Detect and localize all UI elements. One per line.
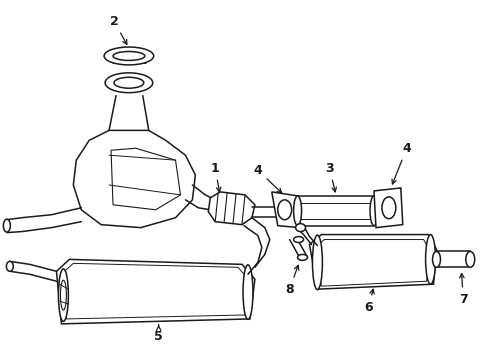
Ellipse shape [6,261,13,271]
Polygon shape [314,239,429,286]
Text: 7: 7 [458,274,467,306]
Polygon shape [56,260,254,324]
Polygon shape [271,192,299,228]
Polygon shape [373,188,402,228]
Text: 8: 8 [285,265,298,296]
Ellipse shape [105,73,152,93]
Text: 2: 2 [109,15,126,44]
Polygon shape [208,192,254,225]
Ellipse shape [104,47,153,65]
Ellipse shape [425,235,435,284]
Text: 4: 4 [391,142,410,184]
Ellipse shape [432,251,440,267]
Polygon shape [61,264,249,319]
Ellipse shape [465,251,474,267]
Ellipse shape [277,200,291,220]
Ellipse shape [293,196,301,226]
Ellipse shape [113,51,144,60]
Text: 3: 3 [325,162,336,192]
Text: 5: 5 [154,325,163,343]
Ellipse shape [297,255,307,260]
Ellipse shape [312,235,322,290]
Ellipse shape [243,265,252,319]
Ellipse shape [114,77,143,88]
Ellipse shape [61,280,66,310]
Polygon shape [73,130,195,228]
Ellipse shape [369,196,377,226]
Ellipse shape [295,224,305,231]
Polygon shape [309,235,436,289]
Text: 4: 4 [253,163,281,193]
Ellipse shape [59,269,68,321]
Text: 6: 6 [364,289,373,314]
Ellipse shape [3,219,10,232]
Ellipse shape [381,197,395,219]
Text: 1: 1 [210,162,221,192]
Ellipse shape [293,237,303,243]
Polygon shape [111,148,180,210]
